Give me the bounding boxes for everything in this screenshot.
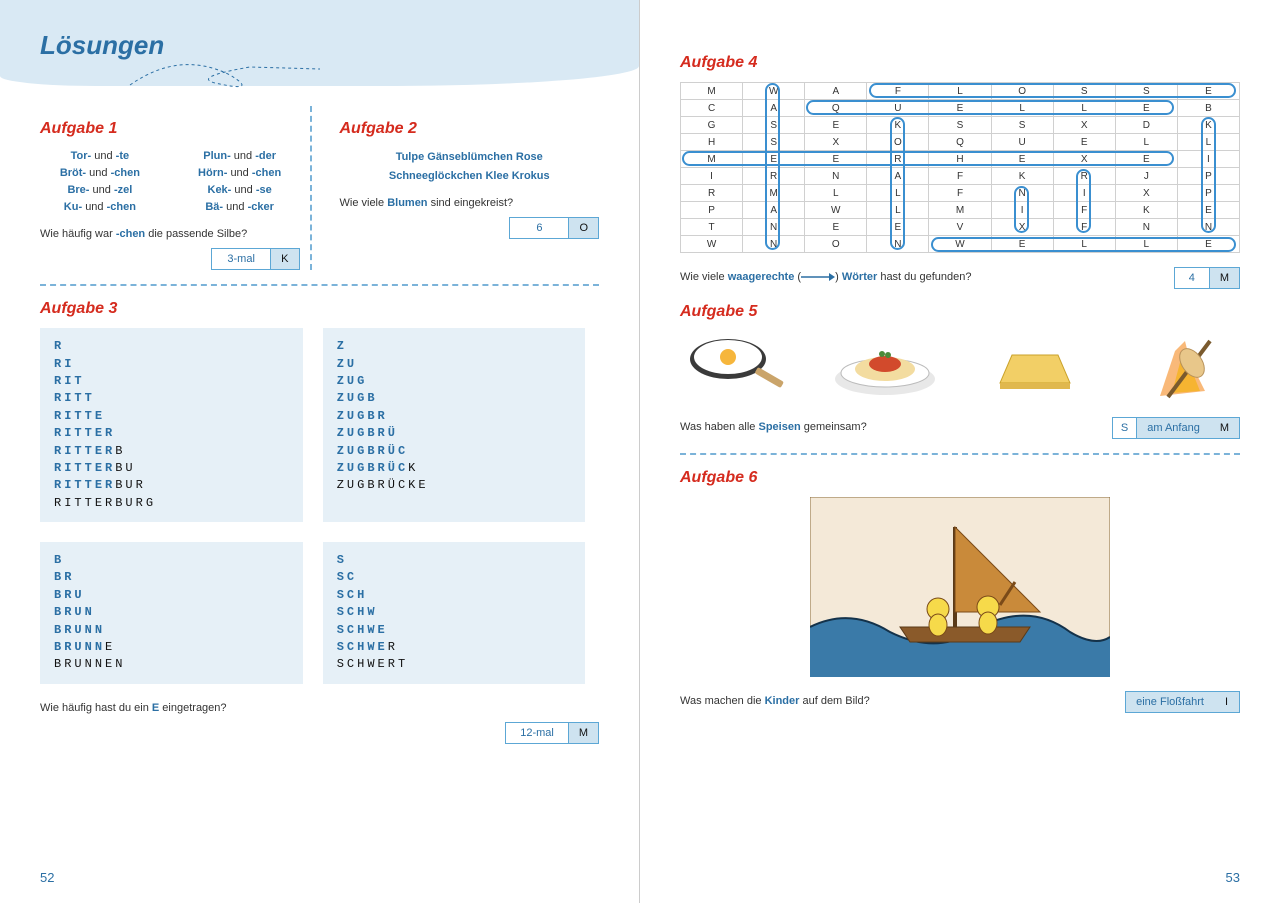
aufgabe-6-heading: Aufgabe 6: [680, 469, 1240, 487]
aufgabe-6: Aufgabe 6 Was machen die Kinder auf dem …: [680, 469, 1240, 713]
q5-hl: Speisen: [758, 421, 800, 433]
q1-pre: Wie häufig war: [40, 228, 116, 240]
swirl-decoration: [120, 55, 320, 95]
raft-image: [810, 497, 1110, 677]
a6-text: eine Floßfahrt: [1125, 691, 1214, 713]
a5-letter: M: [1210, 417, 1240, 439]
a3-value: 12-mal: [505, 722, 569, 744]
q6-pre: Was machen die: [680, 695, 765, 707]
flowers-line-1: Tulpe Gänseblümchen Rose: [340, 148, 600, 167]
q1-hl: -chen: [116, 228, 145, 240]
a6-letter: I: [1214, 691, 1240, 713]
aufgabe-2: Aufgabe 2 Tulpe Gänseblümchen Rose Schne…: [310, 106, 600, 270]
flower-list: Tulpe Gänseblümchen Rose Schneeglöckchen…: [340, 148, 600, 185]
aufgabe-4-row: Wie viele waagerechte () Wörter hast du …: [680, 267, 1240, 289]
arrow-icon: [801, 272, 835, 282]
aufgabe-2-question: Wie viele Blumen sind eingekreist?: [340, 197, 600, 209]
wordsearch-wrap: MWAFLOSSECAQUELLEBGSEKSSXDKHSXOQUELLMEER…: [680, 82, 1240, 253]
food-spaghetti: [830, 331, 940, 401]
aufgabe-3-heading: Aufgabe 3: [40, 300, 599, 318]
q4-hl2: Wörter: [842, 271, 877, 283]
aufgabe-5: Aufgabe 5 Was haben alle Speisen gemeins…: [680, 303, 1240, 455]
q3-pre: Wie häufig hast du ein: [40, 702, 152, 714]
q2-hl: Blumen: [387, 197, 427, 209]
syllables-col-b: Plun- und -derHörn- und -chenKek- und -s…: [180, 148, 300, 216]
q2-post: sind eingekreist?: [428, 197, 514, 209]
syllables-col-a: Tor- und -teBröt- und -chenBre- und -zel…: [40, 148, 160, 216]
food-cheese: [980, 331, 1090, 401]
a2-letter: O: [569, 217, 599, 239]
divider: [680, 453, 1240, 455]
a5-prefix: S: [1112, 417, 1137, 439]
aufgabe-1-answer: 3-mal K: [211, 248, 299, 270]
q4-post: hast du gefunden?: [877, 271, 971, 283]
page-left: Lösungen Aufgabe 1 Tor- und -teBröt- und…: [0, 0, 640, 903]
aufgabe-1-question: Wie häufig war -chen die passende Silbe?: [40, 228, 300, 240]
aufgabe-3-question: Wie häufig hast du ein E eingetragen?: [40, 702, 599, 714]
q1-post: die passende Silbe?: [145, 228, 247, 240]
q5-pre: Was haben alle: [680, 421, 758, 433]
aufgabe-2-answer: 6 O: [509, 217, 599, 239]
q4-hl1: waagerechte: [728, 271, 795, 283]
page-number-left: 52: [40, 870, 54, 885]
food-stockbrot: [1130, 331, 1240, 401]
aufgabe-4-question: Wie viele waagerechte () Wörter hast du …: [680, 271, 971, 283]
q3-post: eingetragen?: [159, 702, 226, 714]
divider: [40, 284, 599, 286]
a1-value: 3-mal: [211, 248, 271, 270]
a4-value: 4: [1174, 267, 1210, 289]
a5-text: am Anfang: [1137, 417, 1210, 439]
aufgabe-3: Aufgabe 3 RRIRITRITTRITTERITTERRITTERBRI…: [40, 300, 599, 744]
wordsearch-grid: MWAFLOSSECAQUELLEBGSEKSSXDKHSXOQUELLMEER…: [680, 82, 1240, 253]
q6-hl: Kinder: [765, 695, 800, 707]
header-band: Lösungen: [0, 0, 639, 86]
q4-pre: Wie viele: [680, 271, 728, 283]
pyramids-container: RRIRITRITTRITTERITTERRITTERBRITTERBURITT…: [40, 328, 599, 684]
aufgabe-1-heading: Aufgabe 1: [40, 120, 300, 138]
aufgabe-5-answer: S am Anfang M: [1112, 417, 1240, 439]
aufgabe-5-row: Was haben alle Speisen gemeinsam? S am A…: [680, 417, 1240, 439]
page-right: Aufgabe 4 MWAFLOSSECAQUELLEBGSEKSSXDKHSX…: [640, 0, 1280, 903]
aufgabe-6-row: Was machen die Kinder auf dem Bild? eine…: [680, 691, 1240, 713]
aufgabe-1: Aufgabe 1 Tor- und -teBröt- und -chenBre…: [40, 106, 300, 270]
aufgabe-5-heading: Aufgabe 5: [680, 303, 1240, 321]
a3-letter: M: [569, 722, 599, 744]
q2-pre: Wie viele: [340, 197, 388, 209]
food-row: [680, 331, 1240, 401]
food-spiegelei: [680, 331, 790, 401]
aufgabe-2-heading: Aufgabe 2: [340, 120, 600, 138]
q4-mid: (: [794, 271, 801, 283]
q5-post: gemeinsam?: [801, 421, 867, 433]
page-number-right: 53: [1226, 870, 1240, 885]
aufgabe-4-heading: Aufgabe 4: [680, 54, 1240, 72]
q6-post: auf dem Bild?: [799, 695, 869, 707]
flowers-line-2: Schneeglöckchen Klee Krokus: [340, 167, 600, 186]
aufgabe-4: Aufgabe 4 MWAFLOSSECAQUELLEBGSEKSSXDKHSX…: [680, 54, 1240, 289]
aufgabe-3-answer: 12-mal M: [505, 722, 599, 744]
a1-letter: K: [271, 248, 299, 270]
aufgabe-1-2-row: Aufgabe 1 Tor- und -teBröt- und -chenBre…: [40, 106, 599, 270]
a2-value: 6: [509, 217, 569, 239]
aufgabe-4-answer: 4 M: [1174, 267, 1240, 289]
aufgabe-5-question: Was haben alle Speisen gemeinsam?: [680, 421, 867, 433]
aufgabe-6-question: Was machen die Kinder auf dem Bild?: [680, 695, 870, 707]
a4-letter: M: [1210, 267, 1240, 289]
aufgabe-6-answer: eine Floßfahrt I: [1125, 691, 1240, 713]
